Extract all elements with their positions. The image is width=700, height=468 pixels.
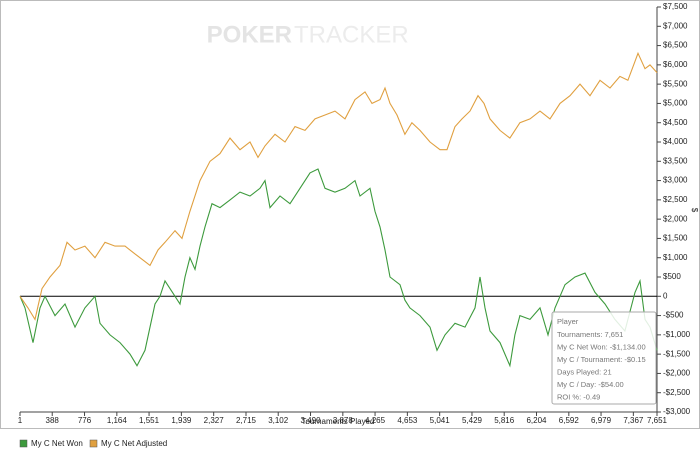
legend-label: My C Net Won — [31, 439, 83, 448]
y-tick-label: -$2,500 — [663, 388, 691, 397]
x-tick-label: 6,979 — [591, 416, 612, 425]
y-tick-label: $500 — [663, 272, 681, 281]
x-tick-label: 6,592 — [559, 416, 580, 425]
x-axis-title: Tournaments Played — [302, 417, 375, 426]
y-tick-label: $2,500 — [663, 195, 688, 204]
y-tick-label: 0 — [663, 291, 668, 300]
series-line — [19, 168, 658, 368]
watermark: POKER — [207, 21, 292, 48]
y-tick-label: $1,000 — [663, 253, 688, 262]
x-tick-label: 7,367 — [623, 416, 644, 425]
y-tick-label: $3,000 — [663, 176, 688, 185]
x-tick-label: 1,551 — [139, 416, 160, 425]
y-axis-title: $ — [690, 208, 699, 213]
legend-swatch — [89, 439, 98, 448]
legend-swatch — [19, 439, 28, 448]
y-tick-label: $7,500 — [663, 2, 688, 11]
x-tick-label: 6,204 — [526, 416, 547, 425]
legend-label: My C Net Adjusted — [101, 439, 167, 448]
y-tick-label: $6,500 — [663, 41, 688, 50]
y-tick-label: $6,000 — [663, 60, 688, 69]
x-tick-label: 3,878 — [333, 416, 354, 425]
y-tick-label: $7,000 — [663, 21, 688, 30]
y-tick-label: -$2,000 — [663, 369, 691, 378]
y-tick-label: $2,000 — [663, 214, 688, 223]
y-tick-label: $3,500 — [663, 156, 688, 165]
x-tick-label: 3,490 — [301, 416, 322, 425]
x-tick-label: 1,164 — [107, 416, 128, 425]
x-tick-label: 776 — [78, 416, 92, 425]
x-tick-label: 4,265 — [365, 416, 386, 425]
x-tick-label: 1 — [18, 416, 23, 425]
y-tick-label: $1,500 — [663, 234, 688, 243]
x-tick-label: 5,816 — [494, 416, 515, 425]
tooltip: Player Tournaments: 7,651 My C Net Won: -$… — [551, 311, 657, 405]
x-tick-label: 2,715 — [236, 416, 257, 425]
y-tick-label: $5,000 — [663, 99, 688, 108]
series-line — [19, 51, 658, 321]
y-tick-label: $4,500 — [663, 118, 688, 127]
tooltip-line: My C / Day: -$54.00 — [557, 380, 624, 389]
x-tick-label: 1,939 — [171, 416, 192, 425]
tooltip-line: ROI %: -0.49 — [557, 392, 600, 401]
tooltip-title: Player — [557, 317, 579, 326]
y-tick-label: -$3,000 — [663, 407, 691, 416]
y-tick-label: $5,500 — [663, 79, 688, 88]
tooltip-line: Days Played: 21 — [557, 367, 612, 376]
x-tick-label: 388 — [46, 416, 60, 425]
x-tick-label: 4,653 — [397, 416, 418, 425]
x-tick-label: 2,327 — [204, 416, 225, 425]
x-tick-label: 3,102 — [268, 416, 289, 425]
y-tick-label: -$1,000 — [663, 330, 691, 339]
x-tick-label: 5,041 — [430, 416, 451, 425]
tooltip-line: My C / Tournament: -$0.15 — [557, 355, 646, 364]
watermark: TRACKER — [294, 21, 409, 48]
tooltip-box — [551, 311, 657, 405]
tooltip-line: Tournaments: 7,651 — [557, 330, 623, 339]
y-tick-label: -$500 — [663, 311, 684, 320]
y-tick-label: -$1,500 — [663, 349, 691, 358]
x-tick-label: 7,651 — [647, 416, 668, 425]
y-tick-label: $4,000 — [663, 137, 688, 146]
tooltip-line: My C Net Won: -$1,134.00 — [557, 342, 646, 351]
x-tick-label: 5,429 — [462, 416, 483, 425]
